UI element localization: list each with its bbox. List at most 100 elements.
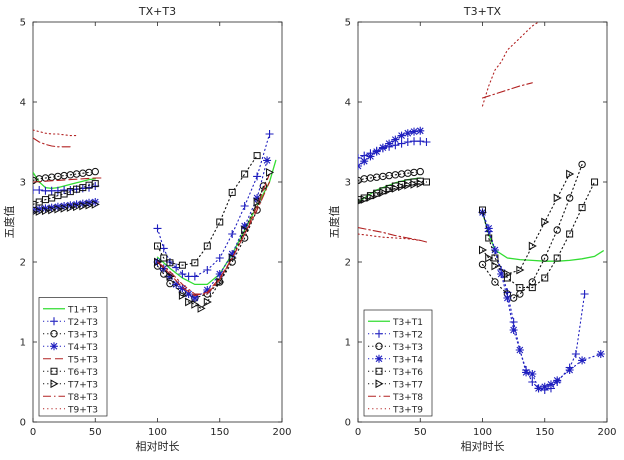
triangle-marker (541, 217, 550, 227)
circle-marker (416, 167, 424, 176)
series-t6-t3 (33, 152, 261, 269)
asterisk-marker (503, 294, 512, 302)
series-line (358, 180, 428, 201)
square-marker (178, 261, 186, 269)
square-marker (50, 367, 58, 375)
asterisk-marker (478, 208, 487, 217)
series-line (481, 181, 596, 289)
square-marker (479, 206, 486, 214)
plus-marker (571, 350, 580, 358)
asterisk-marker (375, 354, 383, 363)
y-axis-label: 五度值 (327, 206, 341, 239)
legend: T3+T1 T3+T2 T3+T3 T3+T4 T3+T6 T3+T7 T3+T8 T3+T9 (363, 309, 433, 417)
asterisk-marker (509, 326, 518, 334)
plus-marker (580, 290, 589, 298)
asterisk-marker (178, 284, 187, 293)
triangle-marker (485, 253, 494, 263)
square-marker (553, 254, 561, 262)
legend-item: T3+T3 (43, 330, 98, 340)
square-marker (528, 284, 536, 292)
asterisk-marker (484, 224, 493, 233)
legend-box (363, 309, 433, 417)
triangle-marker (566, 169, 575, 179)
triangle-marker (35, 207, 44, 216)
square-marker (91, 180, 99, 188)
asterisk-marker (184, 290, 193, 298)
square-marker (191, 259, 199, 267)
triangle-marker (385, 185, 394, 195)
square-marker (578, 204, 586, 212)
plus-marker (422, 138, 431, 146)
legend-label: T4+T3 (67, 343, 98, 353)
triangle-marker (85, 200, 94, 210)
legend: T1+T3 T2+T3 T3+T3 T4+T3 T5+T3 T6+T3 T7+T3 T8+T3… (38, 297, 108, 417)
circle-marker (541, 254, 549, 262)
square-marker (166, 259, 174, 267)
triangle-marker (379, 188, 388, 197)
triangle-marker (178, 291, 187, 300)
plus-marker (528, 378, 537, 386)
circle-marker (578, 160, 586, 169)
triangle-marker (366, 192, 376, 202)
asterisk-marker (165, 272, 174, 281)
x-tick-label: 150 (535, 427, 554, 438)
triangle-marker (228, 253, 237, 263)
x-tick-label: 200 (272, 427, 291, 438)
asterisk-marker (565, 366, 574, 374)
legend-item: T3+T4 (368, 354, 423, 365)
legend-item: T8+T3 (43, 393, 98, 403)
plus-marker (416, 137, 425, 146)
series-line (358, 227, 428, 243)
triangle-marker (185, 297, 194, 307)
asterisk-marker (372, 147, 381, 156)
asterisk-marker (410, 127, 419, 136)
square-marker (216, 218, 224, 226)
legend-item: T9+T3 (43, 405, 98, 415)
plus-marker (228, 230, 237, 238)
square-marker (203, 242, 211, 250)
legend-item: T6+T3 (43, 367, 98, 378)
triangle-marker (553, 193, 562, 203)
square-marker (541, 274, 549, 282)
asterisk-marker (416, 126, 425, 135)
y-tick-label: 4 (20, 98, 26, 109)
y-tick-label: 1 (20, 338, 26, 349)
triangle-marker (166, 272, 175, 281)
triangle-marker (375, 379, 384, 389)
legend-label: T1+T3 (67, 305, 98, 315)
plot-area (33, 129, 277, 313)
legend-item: T4+T3 (43, 342, 98, 353)
plus-marker (358, 154, 362, 162)
triangle-marker (358, 199, 363, 205)
asterisk-marker (358, 162, 362, 170)
plus-marker (159, 244, 168, 253)
x-axis-label: 相对时长 (461, 439, 505, 453)
chart-panel-1: 0 50 100 150 200 0 1 2 3 4 5 TX+T3 相对时长 五度值 T1+T3 T2+T3… (2, 5, 292, 453)
plus-marker (35, 186, 44, 194)
asterisk-marker (215, 270, 224, 278)
series-t3-t7 (358, 169, 575, 279)
asterisk-marker (391, 135, 400, 144)
plus-marker (215, 254, 224, 262)
legend-label: T3+T4 (392, 355, 423, 365)
circle-marker (50, 330, 58, 338)
asterisk-marker (534, 384, 543, 393)
square-marker (253, 152, 261, 160)
asterisk-marker (578, 356, 587, 365)
legend-label: T3+T8 (392, 393, 423, 403)
triangle-marker (266, 168, 275, 177)
asterisk-marker (403, 129, 412, 138)
chart-title: T3+TX (463, 5, 502, 18)
series-t5-t3 (33, 173, 271, 297)
square-marker (241, 170, 249, 178)
plus-marker (178, 270, 187, 278)
asterisk-marker (546, 380, 555, 389)
triangle-marker (203, 297, 212, 307)
asterisk-marker (172, 280, 181, 289)
plus-marker (403, 138, 412, 146)
plus-marker (53, 186, 62, 195)
square-marker (160, 254, 168, 262)
legend-item: T3+T1 (368, 318, 423, 328)
plus-marker (190, 272, 199, 281)
